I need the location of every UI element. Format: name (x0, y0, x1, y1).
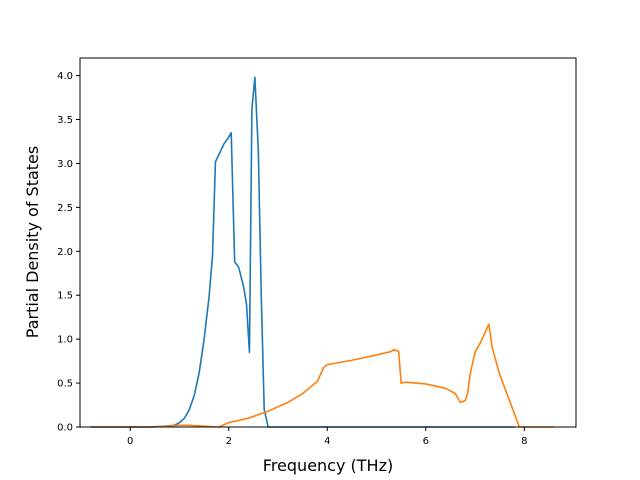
x-tick-label: 8 (521, 436, 527, 447)
y-axis-label: Partial Density of States (23, 146, 42, 338)
plot-lines (90, 76, 554, 428)
y-tick-label: 1.5 (57, 291, 73, 302)
y-axis: 0.0 0.5 1.0 1.5 2.0 2.5 3.0 3.5 4.0 (57, 71, 80, 434)
x-tick-label: 6 (423, 436, 429, 447)
x-axis: 0 2 4 6 8 (127, 427, 527, 447)
y-tick-label: 0.0 (57, 423, 73, 434)
y-tick-label: 4.0 (57, 71, 73, 82)
x-tick-label: 0 (127, 436, 133, 447)
series-line-2 (90, 323, 554, 428)
series-line-1 (90, 76, 515, 428)
y-tick-label: 1.0 (57, 335, 73, 346)
x-tick-label: 4 (324, 436, 330, 447)
x-axis-label: Frequency (THz) (263, 456, 393, 475)
y-tick-label: 2.5 (57, 203, 73, 214)
x-tick-label: 2 (226, 436, 232, 447)
plot-frame (79, 57, 577, 428)
y-tick-label: 3.5 (57, 115, 73, 126)
y-tick-label: 0.5 (57, 379, 73, 390)
y-tick-label: 3.0 (57, 159, 73, 170)
y-tick-label: 2.0 (57, 247, 73, 258)
